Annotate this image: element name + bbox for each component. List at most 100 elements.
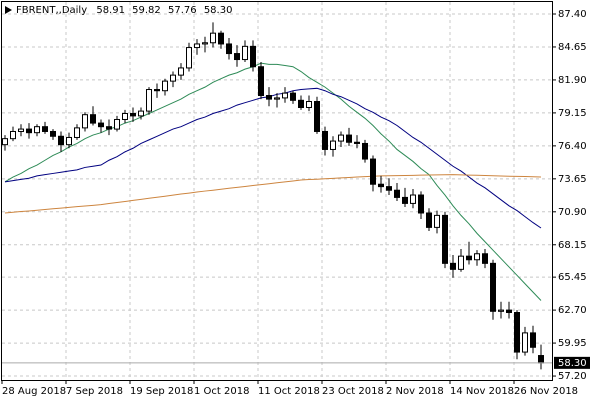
candle-body xyxy=(258,66,264,97)
candle-body xyxy=(194,43,200,49)
y-tick-label: 65.45 xyxy=(558,272,587,283)
plot-border xyxy=(1,1,553,381)
candle-body xyxy=(450,262,456,270)
candle-body xyxy=(50,130,56,137)
candle-body xyxy=(290,92,296,101)
y-tick-label: 76.40 xyxy=(558,141,587,152)
candle-body xyxy=(26,128,32,134)
header: FBRENT,,Daily 58.91 59.82 57.76 58.30 xyxy=(16,5,232,16)
candle-body xyxy=(58,135,64,146)
candle-body xyxy=(306,101,312,108)
candle-body xyxy=(114,118,120,130)
candle-body xyxy=(154,89,160,92)
candle-body xyxy=(466,255,472,261)
candle-body xyxy=(282,92,288,99)
y-tick-label: 57.20 xyxy=(558,371,587,382)
candle-body xyxy=(226,43,232,55)
candle-body xyxy=(34,126,40,134)
candle-body xyxy=(426,212,432,228)
candle-body xyxy=(186,47,192,69)
x-tick-label: 1 Oct 2018 xyxy=(194,386,249,397)
close-value: 58.30 xyxy=(204,5,233,16)
x-tick-label: 11 Oct 2018 xyxy=(258,386,320,397)
symbol: FBRENT,,Daily xyxy=(16,5,87,16)
candle-body xyxy=(434,214,440,228)
x-tick-label: 23 Oct 2018 xyxy=(322,386,384,397)
candle-body xyxy=(242,45,248,61)
candle-body xyxy=(10,130,16,140)
candle-body xyxy=(138,110,144,117)
y-tick-label: 73.65 xyxy=(558,174,587,185)
candle-body xyxy=(202,42,208,45)
low-value: 57.76 xyxy=(168,5,197,16)
candle-body xyxy=(474,253,480,261)
candle-body xyxy=(162,80,168,92)
candle-body xyxy=(418,194,424,214)
candle-body xyxy=(66,136,72,146)
x-tick-label: 2 Nov 2018 xyxy=(386,386,444,397)
y-tick-label: 87.40 xyxy=(558,9,587,20)
candle-body xyxy=(538,355,544,364)
open-value: 58.91 xyxy=(96,5,125,16)
candle-body xyxy=(458,255,464,270)
x-tick-label: 14 Nov 2018 xyxy=(450,386,514,397)
x-tick-label: 26 Nov 2018 xyxy=(514,386,578,397)
y-tick-label: 84.65 xyxy=(558,42,587,53)
candle-body xyxy=(490,262,496,312)
header-icon xyxy=(5,6,12,14)
moving-average-line xyxy=(4,87,542,229)
candle-body xyxy=(218,32,224,45)
candle-body xyxy=(18,128,24,132)
x-tick-label: 19 Sep 2018 xyxy=(130,386,193,397)
y-tick-label: 68.15 xyxy=(558,240,587,251)
x-tick-label: 7 Sep 2018 xyxy=(66,386,123,397)
candle-body xyxy=(442,214,448,264)
candle-body xyxy=(362,142,368,160)
candle-body xyxy=(106,126,112,130)
candle-body xyxy=(90,114,96,124)
candle-body xyxy=(482,253,488,264)
candle-body xyxy=(522,332,528,353)
candle-body xyxy=(98,122,104,128)
candle-body xyxy=(330,140,336,150)
candle-body xyxy=(42,126,48,132)
y-tick-label: 59.95 xyxy=(558,338,587,349)
candle-body xyxy=(146,89,152,112)
candle-body xyxy=(266,95,272,100)
candle-body xyxy=(506,309,512,314)
candle-body xyxy=(130,112,136,117)
candle-body xyxy=(2,138,8,146)
candle-body xyxy=(394,189,400,198)
candle-body xyxy=(322,130,328,150)
candle-body xyxy=(354,141,360,144)
candle-body xyxy=(514,312,520,353)
candle-body xyxy=(234,53,240,61)
candle-body xyxy=(378,183,384,188)
candle-body xyxy=(82,114,88,129)
candle-body xyxy=(402,196,408,204)
candle-body xyxy=(122,112,128,120)
y-tick-label: 79.15 xyxy=(558,108,587,119)
high-value: 59.82 xyxy=(132,5,161,16)
moving-average-line xyxy=(4,174,542,214)
moving-average-line xyxy=(4,62,542,301)
candle-body xyxy=(178,67,184,76)
candle-body xyxy=(298,99,304,108)
candle-body xyxy=(386,186,392,191)
last-price-label: 58.30 xyxy=(558,358,587,369)
x-tick-label: 28 Aug 2018 xyxy=(2,386,66,397)
candle-body xyxy=(210,32,216,44)
y-tick-label: 81.90 xyxy=(558,75,587,86)
y-tick-label: 70.90 xyxy=(558,207,587,218)
candle-body xyxy=(74,127,80,138)
candle-body xyxy=(338,134,344,142)
candle-body xyxy=(498,309,504,312)
candle-body xyxy=(530,332,536,348)
candle-body xyxy=(314,101,320,132)
candle-body xyxy=(410,194,416,204)
last-price-box xyxy=(554,356,590,369)
y-tick-label: 62.70 xyxy=(558,305,587,316)
plot-area xyxy=(2,2,552,380)
